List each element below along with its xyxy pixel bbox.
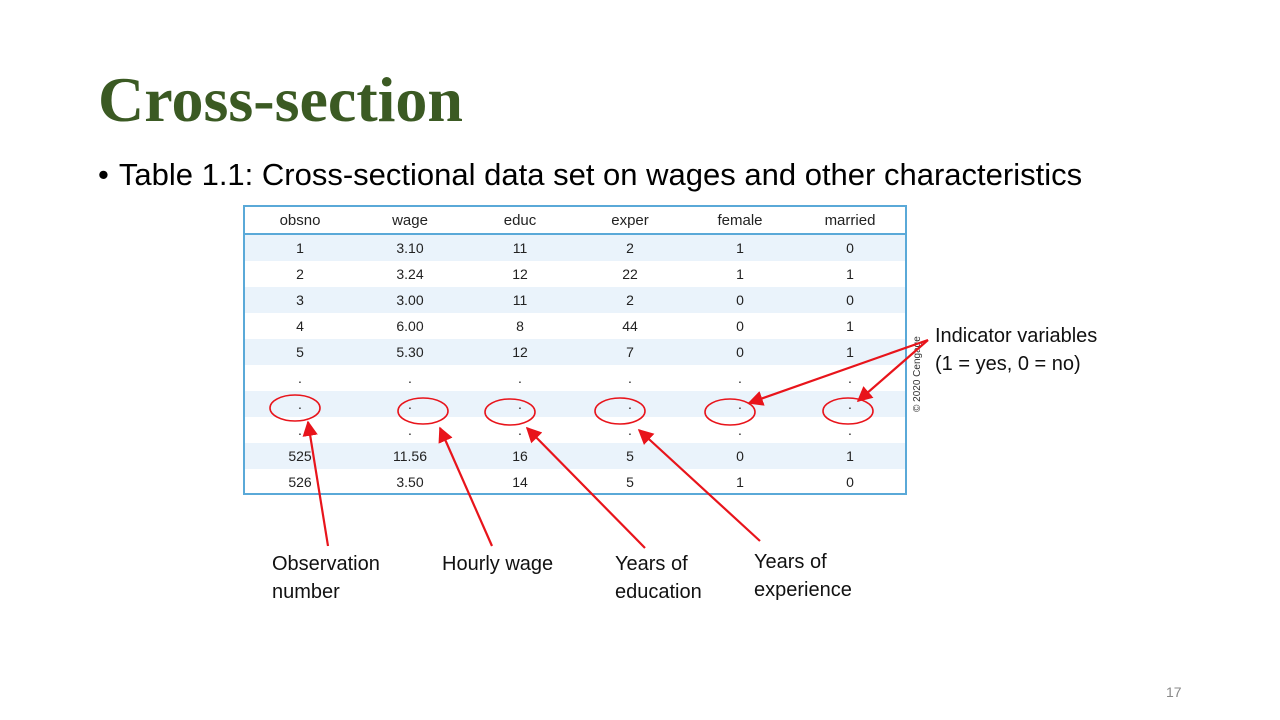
table-cell-wage: . <box>408 370 412 386</box>
table-cell-obsno: 525 <box>245 443 355 469</box>
obs-label-line1: Observation <box>272 553 380 575</box>
table-cell-married: 0 <box>795 234 905 261</box>
table-row: 5 5.30 12 7 0 1 <box>245 339 905 365</box>
header-obsno: obsno <box>245 207 355 235</box>
table-cell-obsno: 4 <box>296 318 304 334</box>
table-cell-educ: 16 <box>465 443 575 469</box>
exper-label-line2: experience <box>754 579 852 601</box>
observation-number-label: Observation number <box>272 550 380 606</box>
table-cell-wage: . <box>408 422 412 438</box>
header-exper: exper <box>575 207 685 235</box>
table-cell-obsno: . <box>298 370 302 386</box>
table-row: ...... <box>245 417 905 443</box>
table-row: 2 3.24 12 22 1 1 <box>245 261 905 287</box>
table-cell-obsno: 1 <box>245 234 355 261</box>
table-cell-married: . <box>795 391 905 417</box>
table-cell-female: . <box>685 391 795 417</box>
table-cell-educ: 8 <box>516 318 524 334</box>
hourly-wage-label: Hourly wage <box>442 553 554 575</box>
bullet-text-line: • Table 1.1: Cross-sectional data set on … <box>98 157 1083 192</box>
table-row: ...... <box>245 365 905 391</box>
educ-label-line2: education <box>615 581 702 603</box>
indicator-variables-label: Indicator variables (1 = yes, 0 = no) <box>935 322 1097 378</box>
table-cell-female: 1 <box>685 234 795 261</box>
indicator-label-line1: Indicator variables <box>935 325 1098 347</box>
table-cell-wage: 3.00 <box>355 287 465 313</box>
table-cell-obsno: 3 <box>245 287 355 313</box>
table-cell-educ: . <box>465 391 575 417</box>
table-cell-obsno: . <box>245 391 355 417</box>
slide-title: Cross-section <box>98 64 463 135</box>
table-cell-obsno: 526 <box>288 474 312 490</box>
data-table-container: obsno wage educ exper female married 1 3.… <box>243 205 907 495</box>
table-cell-educ: 12 <box>465 339 575 365</box>
table-cell-wage: 5.30 <box>355 339 465 365</box>
exper-label-line1: Years of <box>754 551 827 573</box>
table-cell-female: 1 <box>736 474 744 490</box>
bullet-text: Table 1.1: Cross-sectional data set on w… <box>118 157 1083 192</box>
table-row: 525 11.56 16 5 0 1 <box>245 443 905 469</box>
table-cell-exper: 7 <box>575 339 685 365</box>
table-cell-exper: 22 <box>622 266 638 282</box>
table-cell-female: 0 <box>685 287 795 313</box>
header-educ: educ <box>465 207 575 235</box>
table-row: 3 3.00 11 2 0 0 <box>245 287 905 313</box>
table-cell-exper: 2 <box>575 234 685 261</box>
table-cell-obsno: . <box>298 422 302 438</box>
table-cell-obsno: 5 <box>245 339 355 365</box>
table-cell-married: 1 <box>846 266 854 282</box>
table-cell-wage: 3.24 <box>396 266 424 282</box>
table-cell-obsno: 2 <box>296 266 304 282</box>
educ-label-line1: Years of <box>615 553 688 575</box>
header-wage: wage <box>355 207 465 235</box>
table-cell-exper: 44 <box>622 318 638 334</box>
table-cell-wage: 3.50 <box>396 474 424 490</box>
table-cell-female: 1 <box>736 266 744 282</box>
data-table: obsno wage educ exper female married 1 3.… <box>245 207 905 495</box>
table-cell-married: . <box>848 370 852 386</box>
years-experience-label: Years of experience <box>754 548 852 604</box>
header-married: married <box>795 207 905 235</box>
table-cell-married: 0 <box>846 474 854 490</box>
table-cell-female: . <box>738 422 742 438</box>
table-cell-female: 0 <box>736 318 744 334</box>
table-cell-exper: 5 <box>575 443 685 469</box>
table-cell-exper: 2 <box>575 287 685 313</box>
table-cell-married: 1 <box>795 339 905 365</box>
table-row: ...... <box>245 391 905 417</box>
table-cell-exper: 5 <box>626 474 634 490</box>
table-cell-female: 0 <box>685 339 795 365</box>
table-cell-married: 0 <box>795 287 905 313</box>
table-cell-wage: 11.56 <box>355 443 465 469</box>
table-cell-wage: 3.10 <box>355 234 465 261</box>
table-cell-educ: . <box>518 370 522 386</box>
table-cell-married: 1 <box>795 443 905 469</box>
table-cell-educ: . <box>518 422 522 438</box>
table-cell-wage: 6.00 <box>396 318 424 334</box>
bullet-dot: • <box>98 157 109 192</box>
table-cell-exper: . <box>628 370 632 386</box>
table-cell-female: . <box>738 370 742 386</box>
table-cell-educ: 12 <box>512 266 528 282</box>
table-cell-exper: . <box>628 422 632 438</box>
table-cell-educ: 11 <box>465 287 575 313</box>
table-row: 4 6.00 8 44 0 1 <box>245 313 905 339</box>
table-cell-educ: 11 <box>465 234 575 261</box>
table-cell-educ: 14 <box>512 474 528 490</box>
table-cell-married: . <box>848 422 852 438</box>
page-number: 17 <box>1166 684 1182 700</box>
copyright-notice: © 2020 Cengage <box>912 336 923 412</box>
table-cell-female: 0 <box>685 443 795 469</box>
table-header-row: obsno wage educ exper female married <box>245 207 905 235</box>
table-cell-exper: . <box>575 391 685 417</box>
header-female: female <box>685 207 795 235</box>
table-body: 1 3.10 11 2 1 0 2 3.24 12 22 1 1 3 3.00 11 2 0 0 4 6.00 8 44 0… <box>245 234 905 495</box>
years-education-label: Years of education <box>615 550 702 606</box>
table-cell-wage: . <box>355 391 465 417</box>
indicator-label-line2: (1 = yes, 0 = no) <box>935 353 1081 375</box>
obs-label-line2: number <box>272 581 340 603</box>
table-row: 526 3.50 14 5 1 0 <box>245 469 905 495</box>
table-row: 1 3.10 11 2 1 0 <box>245 234 905 261</box>
table-cell-married: 1 <box>846 318 854 334</box>
